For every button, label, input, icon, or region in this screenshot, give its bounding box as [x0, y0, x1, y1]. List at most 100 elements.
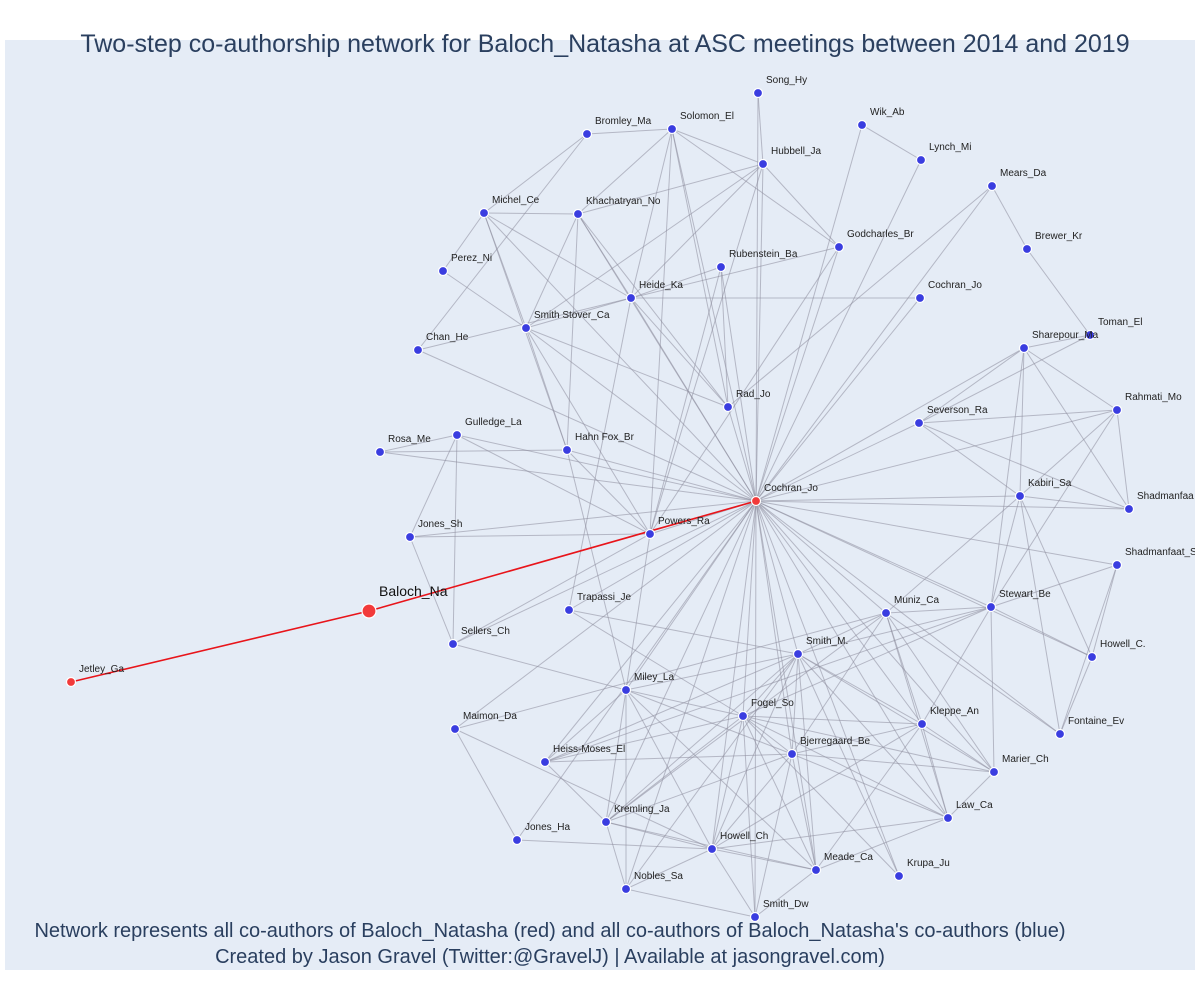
edge-cochran-jo-marier-ch [755, 500, 995, 773]
node-mears-da[interactable] [986, 180, 998, 192]
node-krupa-ju[interactable] [893, 870, 905, 882]
node-muniz-ca[interactable] [880, 607, 892, 619]
node-heiss-moses-el[interactable] [539, 756, 551, 768]
node-jones-sh[interactable] [404, 531, 416, 543]
node-smith-dw[interactable] [749, 911, 761, 923]
node-label-law-ca: Law_Ca [956, 800, 993, 811]
node-kabiri-sa[interactable] [1014, 490, 1026, 502]
node-kremling-ja[interactable] [600, 816, 612, 828]
edge-jones-sh-powers-ra [409, 533, 651, 538]
node-rad-jo[interactable] [722, 401, 734, 413]
node-song-hy[interactable] [752, 87, 764, 99]
node-meade-ca[interactable] [810, 864, 822, 876]
edge-cochran-jo-hahn-fox-br [566, 449, 757, 502]
node-shadmanfaat-s[interactable] [1111, 559, 1123, 571]
node-brewer-kr[interactable] [1021, 243, 1033, 255]
node-label-fontaine-ev: Fontaine_Ev [1068, 716, 1124, 727]
node-bromley-ma[interactable] [581, 128, 593, 140]
edge-cochran-jo-song-hy [755, 92, 759, 502]
edge-smith-m-heiss-moses-el [544, 653, 799, 763]
node-gulledge-la[interactable] [451, 429, 463, 441]
edge-cochran-jo-rubenstein-ba [720, 266, 757, 502]
node-shadmanfaa[interactable] [1123, 503, 1135, 515]
edge-kremling-ja-nobles-sa [605, 821, 627, 890]
edge-kabiri-sa-fontaine-ev [1019, 495, 1061, 735]
node-cochran-jo-2[interactable] [914, 292, 926, 304]
node-label-smith-stover-ca: Smith Stover_Ca [534, 310, 610, 321]
node-bjerregaard-be[interactable] [786, 748, 798, 760]
node-miley-la[interactable] [620, 684, 632, 696]
node-jones-ha[interactable] [511, 834, 523, 846]
node-rosa-me[interactable] [374, 446, 386, 458]
edge-cochran-jo-muniz-ca [755, 500, 887, 614]
node-howell-c[interactable] [1086, 651, 1098, 663]
node-michel-ce[interactable] [478, 207, 490, 219]
node-khachatryan-no[interactable] [572, 208, 584, 220]
node-label-rosa-me: Rosa_Me [388, 434, 431, 445]
edge-gulledge-la-jones-sh [409, 434, 458, 538]
node-trapassi-je[interactable] [563, 604, 575, 616]
node-maimon-da[interactable] [449, 723, 461, 735]
edge-howell-ch-nobles-sa [625, 848, 713, 890]
node-label-meade-ca: Meade_Ca [824, 852, 873, 863]
node-smith-stover-ca[interactable] [520, 322, 532, 334]
node-perez-ni[interactable] [437, 265, 449, 277]
node-hahn-fox-br[interactable] [561, 444, 573, 456]
node-smith-m[interactable] [792, 648, 804, 660]
node-label-nobles-sa: Nobles_Sa [634, 871, 683, 882]
node-hubbell-ja[interactable] [757, 158, 769, 170]
node-wik-ab[interactable] [856, 119, 868, 131]
node-marier-ch[interactable] [988, 766, 1000, 778]
node-sellers-ch[interactable] [447, 638, 459, 650]
edge-cochran-jo-hubbell-ja [755, 163, 764, 502]
edge-hubbell-ja-khachatryan-no [577, 163, 764, 215]
node-sharepour-ma[interactable] [1018, 342, 1030, 354]
node-heide-ka[interactable] [625, 292, 637, 304]
edge-rahmati-mo-shadmanfaa [1116, 409, 1130, 510]
node-howell-ch[interactable] [706, 843, 718, 855]
node-kleppe-an[interactable] [916, 718, 928, 730]
node-lynch-mi[interactable] [915, 154, 927, 166]
network-plot-area: Baloch_Na Jetley_Ga Cochran_Jo Song_Hy Wik_A… [5, 40, 1195, 970]
node-rahmati-mo[interactable] [1111, 404, 1123, 416]
node-label-fogel-so: Fogel_So [751, 698, 794, 709]
edge-kabiri-sa-shadmanfaa [1019, 495, 1130, 510]
edge-smith-m-kremling-ja [605, 653, 799, 823]
node-solomon-el[interactable] [666, 123, 678, 135]
node-label-rad-jo: Rad_Jo [736, 389, 771, 400]
edge-gulledge-la-powers-ra [456, 434, 651, 535]
node-powers-ra[interactable] [644, 528, 656, 540]
edge-song-hy-hubbell-ja [757, 92, 764, 165]
edge-cochran-jo-smith-m [755, 500, 799, 655]
edge-bjerregaard-be-marier-ch [791, 753, 995, 773]
edge-solomon-el-heide-ka [630, 128, 673, 299]
edge-cochran-jo-kremling-ja [605, 500, 757, 823]
node-stewart-be[interactable] [985, 601, 997, 613]
node-label-perez-ni: Perez_Ni [451, 253, 492, 264]
node-rubenstein-ba[interactable] [715, 261, 727, 273]
node-cochran-jo[interactable] [750, 495, 762, 507]
node-baloch-na[interactable] [361, 603, 377, 619]
node-chan-he[interactable] [412, 344, 424, 356]
node-severson-ra[interactable] [913, 417, 925, 429]
edge-powers-ra-miley-la [625, 533, 651, 691]
edge-smith-m-kleppe-an [797, 653, 923, 725]
node-label-song-hy: Song_Hy [766, 75, 807, 86]
edge-cochran-jo-heiss-moses-el [544, 500, 757, 763]
node-godcharles-br[interactable] [833, 241, 845, 253]
node-label-solomon-el: Solomon_El [680, 111, 734, 122]
edge-cochran-jo-cochran-jo-2 [755, 297, 921, 502]
edge-bromley-ma-michel-ce [483, 133, 588, 214]
node-toman-el[interactable] [1084, 329, 1096, 341]
node-jetley-ga[interactable] [65, 676, 77, 688]
edge-kabiri-sa-muniz-ca [885, 495, 1021, 614]
footer-caption: Network represents all co-authors of Bal… [0, 918, 1100, 970]
edge-cochran-jo-rosa-me [379, 451, 757, 502]
node-nobles-sa[interactable] [620, 883, 632, 895]
node-fogel-so[interactable] [737, 710, 749, 722]
edge-sharepour-ma-kabiri-sa [1019, 347, 1025, 497]
node-law-ca[interactable] [942, 812, 954, 824]
edge-fogel-so-marier-ch [742, 715, 995, 773]
node-fontaine-ev[interactable] [1054, 728, 1066, 740]
edge-bjerregaard-be-smith-dw [754, 753, 793, 918]
